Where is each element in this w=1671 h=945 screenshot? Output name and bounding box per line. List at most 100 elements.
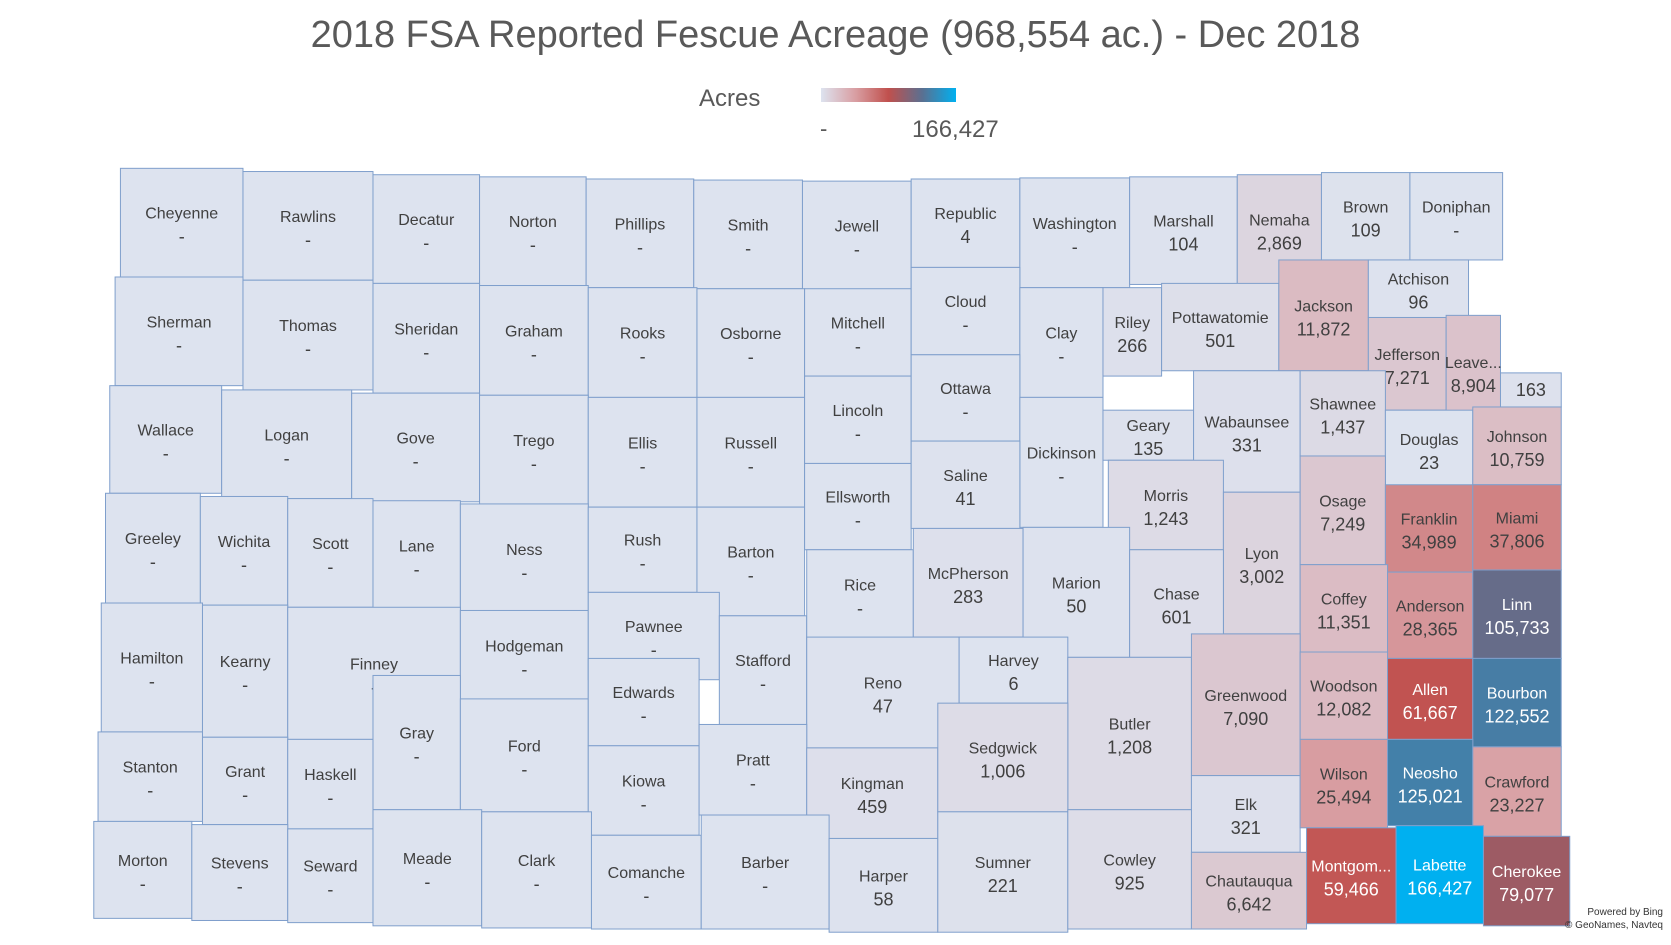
county-value: 6,642: [1226, 895, 1271, 915]
credit-line: © GeoNames, Navteq: [1565, 920, 1663, 931]
county-kiowa: Kiowa -: [587, 745, 700, 836]
county-name: Mitchell: [831, 315, 885, 332]
county-value: -: [641, 706, 647, 726]
county-value: 1,208: [1107, 738, 1152, 758]
county-value: 266: [1117, 336, 1147, 356]
county-value: -: [176, 335, 182, 355]
county-name: Ottawa: [940, 381, 991, 398]
county-shape: [1482, 835, 1571, 927]
county-name: Greenwood: [1204, 688, 1287, 705]
credit-line: Powered by Bing: [1587, 907, 1663, 918]
county-anderson: Anderson 28,365: [1387, 571, 1474, 659]
county-chautauqua: Chautauqua 6,642: [1190, 851, 1308, 930]
county-value: -: [760, 674, 766, 694]
county-cherokee: Cherokee 79,077: [1482, 835, 1571, 927]
county-value: -: [855, 336, 861, 356]
county-value: 4: [961, 227, 971, 247]
county-value: -: [147, 781, 153, 801]
county-shape: [93, 820, 193, 919]
county-value: 331: [1232, 435, 1262, 455]
county-name: Shawnee: [1309, 396, 1376, 413]
county-name: Miami: [1496, 510, 1539, 527]
county-value-163: 163: [1499, 372, 1562, 408]
county-thomas: Thomas -: [242, 279, 374, 391]
county-name: Smith: [728, 217, 769, 234]
county-stevens: Stevens -: [191, 824, 289, 921]
county-name: Leave...: [1445, 355, 1502, 372]
county-elk: Elk 321: [1190, 775, 1301, 853]
county-shape: [937, 702, 1069, 813]
county-value: -: [762, 876, 768, 896]
county-name: Chautauqua: [1205, 874, 1292, 891]
county-pottawatomie: Pottawatomie 501: [1161, 282, 1280, 372]
county-shape: [287, 498, 374, 608]
county-shape: [804, 288, 912, 377]
county-shape: [1129, 176, 1238, 285]
county-name: Rooks: [620, 326, 665, 343]
county-shape: [1102, 287, 1163, 377]
county-name: Grant: [225, 764, 266, 781]
county-name: Cowley: [1103, 852, 1155, 869]
county-name: Woodson: [1310, 679, 1377, 696]
county-name: Stanton: [123, 760, 178, 777]
county-shape: [587, 745, 700, 836]
legend-color-scale: [821, 88, 956, 102]
county-value: 166,427: [1407, 879, 1472, 899]
county-value: 8,904: [1451, 376, 1496, 396]
county-name: Osage: [1319, 493, 1366, 510]
county-name: Marshall: [1153, 214, 1213, 231]
county-morris: Morris 1,243: [1107, 459, 1224, 551]
county-sumner: Sumner 221: [937, 811, 1069, 933]
county-value: 25,494: [1316, 788, 1371, 808]
county-value: -: [531, 344, 537, 364]
county-name: Pawnee: [625, 619, 683, 636]
county-shape: [1395, 825, 1484, 925]
county-value: -: [748, 456, 754, 476]
county-crawford: Crawford 23,227: [1472, 746, 1562, 837]
county-smith: Smith -: [693, 179, 803, 290]
county-value: -: [423, 342, 429, 362]
county-shape: [1499, 372, 1562, 408]
county-shape: [718, 615, 808, 725]
county-name: Coffey: [1321, 591, 1367, 608]
legend-min-label: -: [820, 116, 828, 141]
county-name: Wilson: [1320, 767, 1368, 784]
county-value: -: [327, 880, 333, 900]
county-shape: [1278, 259, 1369, 372]
county-value: -: [327, 788, 333, 808]
county-value: -: [963, 315, 969, 335]
county-osage: Osage 7,249: [1299, 455, 1386, 566]
county-value: 12,082: [1316, 700, 1371, 720]
county-shape: [242, 171, 374, 281]
county-name: Marion: [1052, 575, 1101, 592]
county-name: Decatur: [398, 212, 455, 229]
county-atchison: Atchison 96: [1367, 259, 1470, 318]
county-name: Osborne: [720, 326, 781, 343]
county-shape: [1387, 738, 1474, 827]
county-shape: [119, 167, 244, 278]
county-shape: [199, 495, 289, 606]
county-brown: Brown 109: [1320, 172, 1411, 261]
county-name: Cherokee: [1492, 864, 1561, 881]
county-shape: [1067, 809, 1192, 930]
county-shape: [1299, 738, 1389, 829]
county-value: 11,872: [1297, 319, 1351, 339]
county-neosho: Neosho 125,021: [1387, 738, 1474, 827]
county-ellis: Ellis -: [587, 396, 698, 508]
county-name: Atchison: [1388, 272, 1449, 289]
county-name: Kingman: [841, 776, 904, 793]
county-name: Harvey: [988, 653, 1039, 670]
county-clay: Clay -: [1019, 287, 1104, 398]
county-name: Sumner: [975, 855, 1032, 872]
county-value: 96: [1408, 293, 1428, 313]
county-allen: Allen 61,667: [1387, 657, 1474, 740]
county-franklin: Franklin 34,989: [1384, 484, 1474, 573]
county-shape: [910, 354, 1021, 442]
county-decatur: Decatur -: [372, 174, 481, 284]
county-shape: [191, 824, 289, 921]
county-shape: [459, 609, 589, 702]
county-value: -: [414, 560, 420, 580]
county-name: Riley: [1115, 315, 1151, 332]
county-shape: [372, 174, 481, 284]
county-name: Ellis: [628, 435, 657, 452]
